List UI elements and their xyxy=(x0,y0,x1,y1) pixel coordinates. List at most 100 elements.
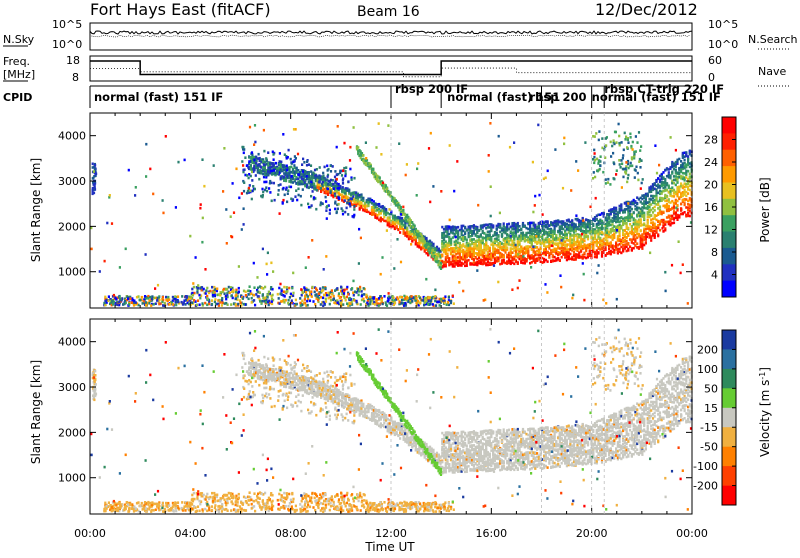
power-echo-cell xyxy=(285,180,287,183)
power-echo-cell xyxy=(312,190,314,193)
power-echo-cell xyxy=(287,192,289,195)
power-echo-cell xyxy=(296,167,298,170)
power-echo-cell xyxy=(489,247,491,250)
power-echo-cell xyxy=(538,225,540,228)
power-echo-cell xyxy=(312,172,314,175)
power-echo-cell xyxy=(662,211,664,214)
power-echo-cell xyxy=(631,156,633,159)
power-echo-cell xyxy=(689,173,691,176)
power-echo-cell xyxy=(310,185,312,188)
power-echo-cell xyxy=(280,177,282,180)
power-echo-cell xyxy=(351,198,353,201)
power-echo-cell xyxy=(503,256,505,259)
power-echo-cell xyxy=(464,233,466,236)
power-echo-cell xyxy=(622,154,624,157)
power-echo-cell xyxy=(94,168,96,171)
power-echo-cell xyxy=(482,230,484,233)
power-echo-cell xyxy=(689,189,691,192)
power-echo-cell xyxy=(406,227,408,230)
power-echo-cell xyxy=(93,183,95,186)
power-echo-cell xyxy=(274,199,276,202)
power-echo-cell xyxy=(308,175,310,178)
power-echo-cell xyxy=(308,172,310,175)
power-echo-cell xyxy=(267,170,269,173)
power-echo-cell xyxy=(273,158,275,161)
power-echo-cell xyxy=(617,214,619,217)
power-echo-cell xyxy=(647,222,649,225)
power-echo-cell xyxy=(618,135,620,138)
power-echo-cell xyxy=(349,203,351,206)
power-echo-cell xyxy=(309,178,311,181)
noise-right-tick-high: 10^5 xyxy=(708,18,738,31)
power-echo-cell xyxy=(362,197,364,200)
power-echo-cell xyxy=(264,174,266,177)
power-echo-cell xyxy=(294,195,296,198)
power-echo-cell xyxy=(342,179,344,182)
power-echo-cell xyxy=(336,212,338,215)
power-echo-cell xyxy=(300,204,302,207)
power-echo-cell xyxy=(687,192,689,195)
power-echo-cell xyxy=(261,188,263,191)
power-echo-cell xyxy=(283,165,285,168)
power-echo-cell xyxy=(648,201,650,204)
power-echo-cell xyxy=(327,169,329,172)
power-echo-cell xyxy=(678,187,680,190)
power-echo-cell xyxy=(421,235,423,238)
power-echo-cell xyxy=(268,187,270,190)
power-echo-cell xyxy=(517,222,519,225)
power-echo-cell xyxy=(310,181,312,184)
power-echo-cell xyxy=(273,182,275,185)
power-echo-cell xyxy=(367,205,369,208)
power-echo-cell xyxy=(273,169,275,172)
power-echo-cell xyxy=(357,146,359,149)
power-echo-cell xyxy=(241,160,243,163)
power-echo-cell xyxy=(258,153,260,156)
power-echo-cell xyxy=(468,259,470,262)
power-echo-cell xyxy=(561,256,563,259)
power-echo-cell xyxy=(673,222,675,225)
power-echo-cell xyxy=(635,135,637,138)
power-echo-cell xyxy=(334,201,336,204)
power-echo-cell xyxy=(242,169,244,172)
power-echo-cell xyxy=(337,208,339,211)
power-echo-cell xyxy=(466,239,468,242)
power-echo-cell xyxy=(338,187,340,190)
power-echo-cell xyxy=(263,150,265,153)
power-echo-cell xyxy=(548,256,550,259)
power-echo-cell xyxy=(425,237,427,240)
power-echo-cell xyxy=(308,163,310,166)
power-echo-cell xyxy=(306,175,308,178)
power-echo-cell xyxy=(440,267,442,270)
power-echo-cell xyxy=(673,206,675,209)
power-echo-cell xyxy=(664,229,666,232)
power-echo-cell xyxy=(518,225,520,228)
power-echo-cell xyxy=(630,136,632,139)
power-echo-cell xyxy=(386,187,388,190)
power-echo-cell xyxy=(630,145,632,148)
power-echo-cell xyxy=(327,175,329,178)
power-echo-cell xyxy=(290,198,292,201)
power-echo-cell xyxy=(594,176,596,179)
power-echo-cell xyxy=(266,190,268,193)
power-echo-cell xyxy=(258,163,260,166)
power-echo-cell xyxy=(265,186,267,189)
power-echo-cell xyxy=(241,146,243,149)
power-echo-cell xyxy=(450,240,452,243)
nsky-label: N.Sky xyxy=(3,33,35,46)
power-echo-cell xyxy=(641,182,643,185)
power-echo-cell xyxy=(629,133,631,136)
power-echo-cell xyxy=(264,161,266,164)
power-echo-cell xyxy=(571,219,573,222)
power-echo-cell xyxy=(362,154,364,157)
power-echo-cell xyxy=(673,195,675,198)
power-echo-cell xyxy=(547,221,549,224)
power-echo-cell xyxy=(319,181,321,184)
power-echo-cell xyxy=(637,179,639,182)
power-echo-cell xyxy=(666,195,668,198)
noise-panel-frame xyxy=(90,23,692,50)
power-echo-cell xyxy=(606,239,608,242)
power-echo-cell xyxy=(320,201,322,204)
power-echo-cell xyxy=(328,180,330,183)
power-echo-cell xyxy=(607,178,609,181)
power-echo-cell xyxy=(668,205,670,208)
